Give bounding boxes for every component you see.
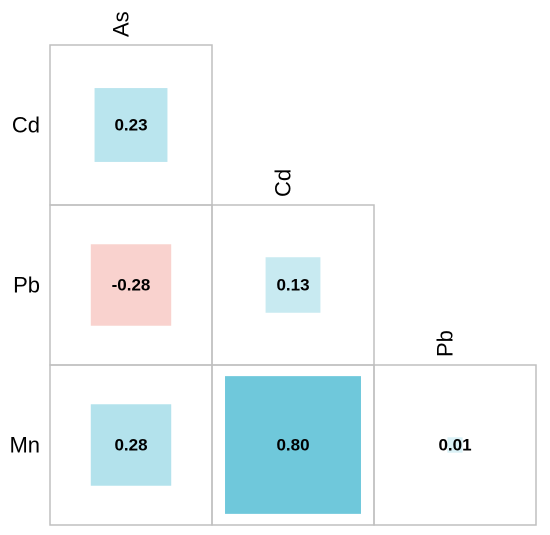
correlation-square xyxy=(265,257,321,313)
cell-pb-as: -0.28 xyxy=(49,204,213,366)
cell-border xyxy=(373,364,537,526)
column-label-as: As xyxy=(109,11,134,37)
correlation-square xyxy=(447,437,463,453)
cell-mn-cd: 0.80 xyxy=(211,364,375,526)
row-label-cd: Cd xyxy=(12,113,40,138)
cell-value-label: 0.01 xyxy=(438,436,471,455)
cell-value-label: -0.28 xyxy=(112,276,151,295)
cell-mn-pb: 0.01 xyxy=(373,364,537,526)
cell-cd-as: 0.23 xyxy=(49,44,213,206)
correlation-square xyxy=(90,404,172,486)
correlation-square xyxy=(94,88,168,162)
cell-pb-cd: 0.13 xyxy=(211,204,375,366)
cell-value-label: 0.28 xyxy=(114,436,147,455)
column-label-cd: Cd xyxy=(271,169,296,197)
row-label-mn: Mn xyxy=(9,433,40,458)
correlation-square xyxy=(225,376,361,514)
cell-value-label: 0.13 xyxy=(276,276,309,295)
cell-value-label: 0.80 xyxy=(276,436,309,455)
column-label-pb: Pb xyxy=(433,330,458,357)
cell-mn-as: 0.28 xyxy=(49,364,213,526)
correlation-square xyxy=(90,244,172,326)
cell-value-label: 0.23 xyxy=(114,116,147,135)
row-label-pb: Pb xyxy=(13,273,40,298)
